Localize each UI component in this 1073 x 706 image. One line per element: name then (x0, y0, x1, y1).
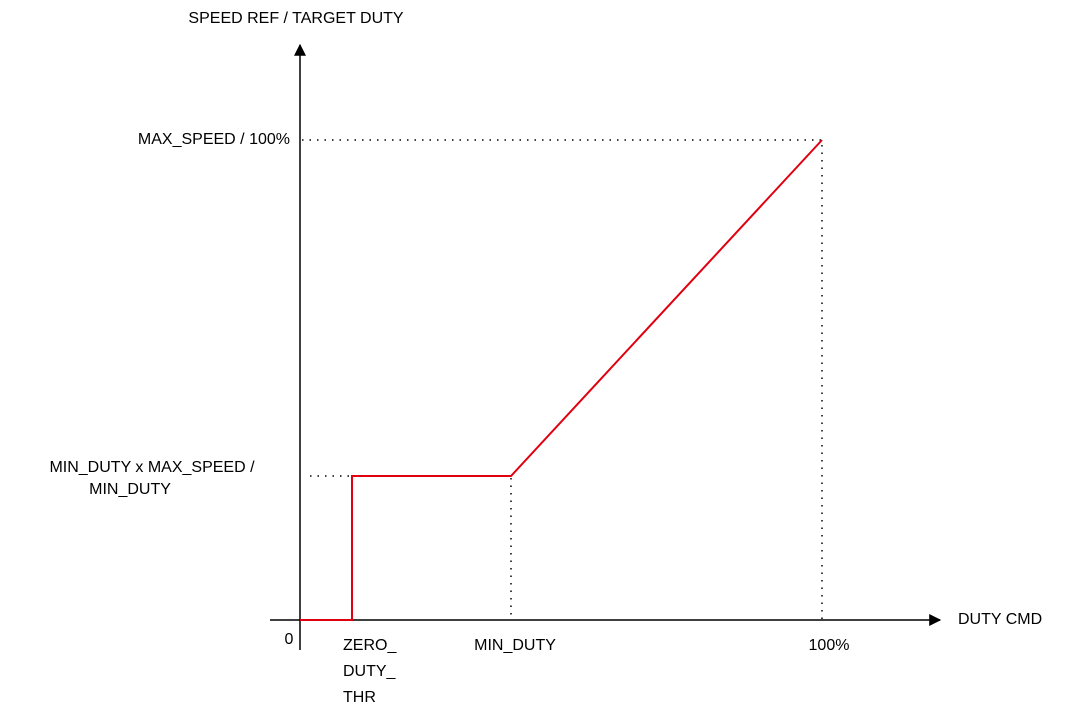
origin-label: 0 (285, 631, 294, 648)
speed-curve (300, 139, 823, 621)
x-title: DUTY CMD (958, 611, 1042, 628)
x-label-zero-thr: ZERO_ (343, 637, 397, 654)
x-label-min-duty: MIN_DUTY (474, 637, 556, 654)
y-label-max: MAX_SPEED / 100% (138, 131, 290, 148)
y-label-min: MIN_DUTY (89, 481, 171, 498)
x-label-zero-thr: THR (343, 689, 376, 706)
y-label-min: MIN_DUTY x MAX_SPEED / (49, 459, 255, 476)
x-label-zero-thr: DUTY_ (343, 663, 397, 680)
x-label-full: 100% (809, 637, 850, 654)
y-title: SPEED REF / TARGET DUTY (188, 10, 403, 27)
guide-max (302, 139, 823, 620)
